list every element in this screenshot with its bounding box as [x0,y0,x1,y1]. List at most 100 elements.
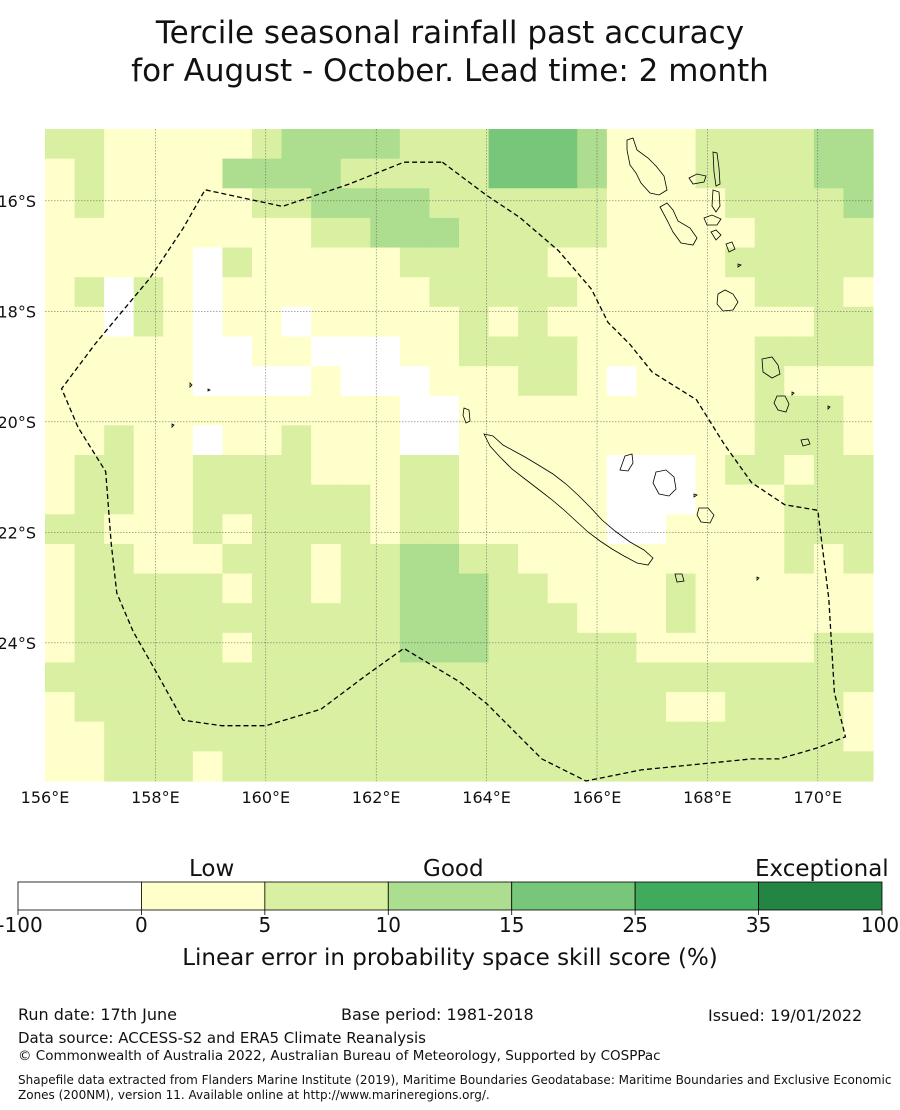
grid-cell [133,395,164,426]
legend-category-good: Good [423,856,484,882]
grid-cell [281,514,312,545]
grid-cell [459,336,490,367]
grid-cell [577,603,608,634]
grid-cell [666,484,697,515]
grid-cell [133,514,164,545]
grid-cell [370,632,401,664]
grid-cell [163,455,194,486]
grid-cell [547,217,578,249]
grid-cell [192,217,224,249]
grid-cell [813,603,845,634]
grid-cell [133,573,164,604]
grid-cell [163,395,194,426]
grid-cell [784,188,815,219]
grid-cell [636,395,667,426]
grid-cell [192,158,224,189]
grid-cell [784,573,815,604]
grid-cell [370,395,401,426]
grid-cell [311,573,342,604]
grid-cell [518,455,549,486]
grid-cell [399,751,431,782]
grid-cell [74,277,105,308]
grid-cell [754,514,785,545]
grid-cell [74,514,105,545]
colorbar-tick-label: 25 [622,913,648,937]
islet-7 [693,493,698,498]
grid-cell [104,188,135,219]
grid-cell [459,217,490,249]
grid-cell [370,751,401,782]
grid-cell [104,484,135,515]
grid-cell [725,188,756,219]
colorbar [17,881,883,915]
grid-cell [813,217,845,249]
latitude-tick-label: 16°S [0,192,36,211]
grid-cell [577,129,608,160]
grid-cell [133,484,164,515]
grid-cell [488,662,519,693]
grid-cell [311,484,342,515]
longitude-tick-label: 162°E [352,788,401,807]
grid-cell [666,129,697,160]
grid-cell [133,129,164,160]
grid-cell [74,217,105,249]
grid-cell [606,336,638,367]
grid-cell [45,277,76,308]
grid-cell [281,158,312,189]
grid-cell [163,543,194,575]
grid-cell [222,188,253,219]
grid-cell [459,632,490,664]
grid-cell [340,543,371,575]
grid-cell [104,603,135,634]
grid-cell [577,692,608,723]
grid-cell [163,603,194,634]
grid-cell [784,217,815,249]
grid-cell [518,721,549,752]
grid-cell [399,455,431,486]
grid-cell [45,425,76,456]
grid-cell [133,336,164,367]
grid-cell [784,632,815,664]
grid-cell [340,603,371,634]
island-malekula [659,202,698,246]
grid-cell [104,277,135,308]
longitude-tick-label: 166°E [573,788,622,807]
grid-cell [636,336,667,367]
grid-cell [399,692,431,723]
grid-cell [547,455,578,486]
grid-cell [695,632,726,664]
grid-cell [518,425,549,456]
grid-cell [636,425,667,456]
grid-cell [784,484,815,515]
grid-cell [192,277,224,308]
grid-cell [547,247,578,278]
grid-cell [104,366,135,397]
grid-cell [45,543,76,575]
grid-cell [192,514,224,545]
grid-cell [695,336,726,367]
grid-cell [488,336,519,367]
islet-2 [207,388,211,392]
grid-cell [843,573,874,604]
grid-cell [725,662,756,693]
grid-cell [74,692,105,723]
grid-cell [488,366,519,397]
grid-cell [784,692,815,723]
grid-cell [606,247,638,278]
colorbar-swatch [264,881,389,911]
island-outlines [171,137,831,583]
grid-cell [459,751,490,782]
grid-cell [754,721,785,752]
grid-cell [577,158,608,189]
grid-cell [252,247,283,278]
grid-cell [74,603,105,634]
grid-cell [488,603,519,634]
grid-cell [45,721,76,752]
grid-cell [252,336,283,367]
grid-cell [104,662,135,693]
grid-cell [252,484,283,515]
grid-cell [252,721,283,752]
grid-cell [488,277,519,308]
grid-cell [695,158,726,189]
grid-cell [281,632,312,664]
